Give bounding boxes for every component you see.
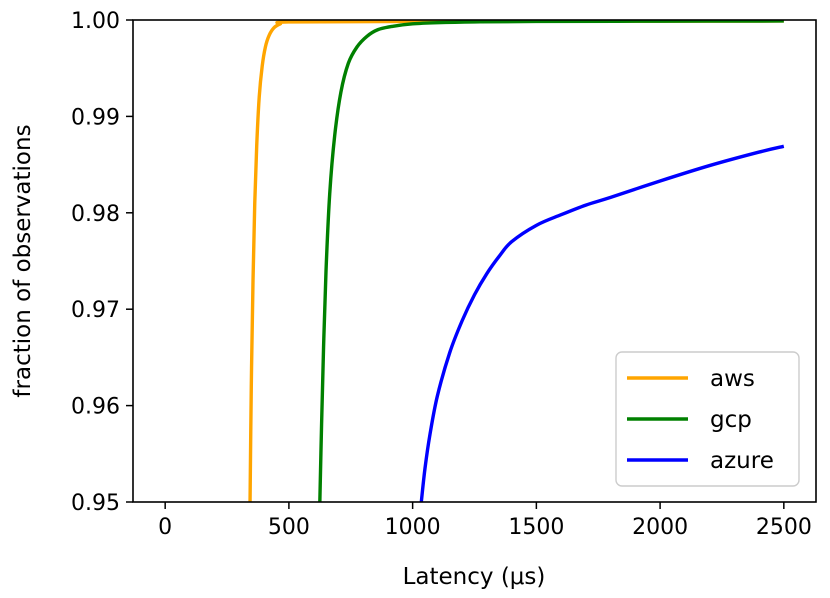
legend-label-azure: azure xyxy=(710,448,774,474)
x-tick-label: 2000 xyxy=(632,515,688,540)
series-line-azure xyxy=(419,144,785,502)
x-tick-label: 1000 xyxy=(385,515,441,540)
x-axis: 0 500 1000 1500 2000 2500 xyxy=(158,502,812,540)
series-line-gcp xyxy=(318,20,784,502)
legend-label-gcp: gcp xyxy=(710,407,752,433)
y-tick-label: 0.98 xyxy=(71,202,120,227)
x-tick-label: 1500 xyxy=(508,515,564,540)
y-tick-label: 0.96 xyxy=(71,395,120,420)
x-tick-label: 2500 xyxy=(756,515,812,540)
plot-frame xyxy=(132,19,817,503)
x-axis-label: Latency (μs) xyxy=(403,564,546,590)
legend-label-aws: aws xyxy=(710,366,755,392)
y-tick-label: 0.95 xyxy=(71,491,120,516)
x-tick-label: 0 xyxy=(158,515,172,540)
y-axis: 0.95 0.96 0.97 0.98 0.99 1.00 xyxy=(71,9,133,516)
series-line-aws xyxy=(248,20,784,502)
y-tick-label: 1.00 xyxy=(71,9,120,34)
legend-box xyxy=(615,351,800,487)
series-layer xyxy=(248,20,785,502)
legend: aws gcp azure xyxy=(615,351,800,487)
x-tick-label: 500 xyxy=(268,515,310,540)
y-tick-label: 0.99 xyxy=(71,105,120,130)
y-axis-label: fraction of observations xyxy=(10,124,36,397)
y-tick-label: 0.97 xyxy=(71,298,120,323)
